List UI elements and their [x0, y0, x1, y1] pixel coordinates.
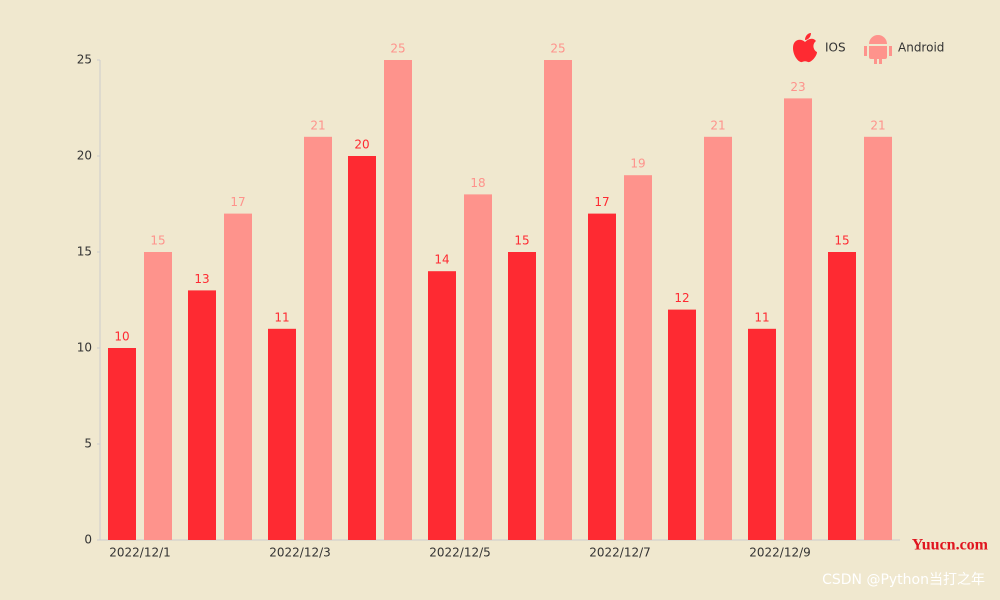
bar: [348, 156, 376, 540]
value-label: 20: [354, 138, 369, 152]
legend-item: IOS: [793, 33, 846, 63]
watermark: Yuucn.com: [912, 537, 989, 554]
value-label: 19: [630, 157, 645, 171]
value-label: 17: [230, 195, 245, 209]
x-tick-label: 2022/12/3: [269, 546, 331, 560]
x-tick-label: 2022/12/9: [749, 546, 811, 560]
bar: [224, 213, 252, 540]
legend-icon: [793, 33, 817, 63]
legend-icon: [864, 35, 892, 64]
y-tick-label: 10: [77, 341, 92, 355]
bar: [748, 328, 776, 540]
value-label: 25: [390, 42, 405, 56]
bar: [704, 136, 732, 541]
value-label: 25: [550, 42, 565, 56]
value-label: 14: [434, 253, 449, 267]
bar: [268, 328, 296, 540]
value-label: 17: [594, 195, 609, 209]
legend-label: Android: [898, 41, 944, 55]
value-label: 15: [150, 234, 165, 248]
legend-label: IOS: [825, 41, 846, 55]
bar: [508, 252, 536, 540]
bar: [544, 60, 572, 540]
y-tick-label: 0: [84, 533, 92, 547]
value-label: 21: [870, 118, 885, 132]
bar: [304, 136, 332, 541]
bar: [144, 252, 172, 540]
x-tick-label: 2022/12/1: [109, 546, 171, 560]
bar: [428, 271, 456, 540]
value-label: 23: [790, 80, 805, 94]
x-tick-label: 2022/12/5: [429, 546, 491, 560]
value-label: 15: [514, 234, 529, 248]
bar: [624, 175, 652, 540]
value-label: 21: [710, 118, 725, 132]
value-label: 10: [114, 330, 129, 344]
value-label: 13: [194, 272, 209, 286]
value-label: 11: [274, 310, 289, 324]
bar: [668, 309, 696, 540]
bar: [784, 98, 812, 541]
y-tick-label: 20: [77, 149, 92, 163]
y-tick-label: 25: [77, 53, 92, 67]
y-tick-label: 5: [84, 437, 92, 451]
bar: [188, 290, 216, 540]
bar: [384, 60, 412, 540]
value-label: 15: [834, 234, 849, 248]
bar: [828, 252, 856, 540]
x-tick-label: 2022/12/7: [589, 546, 651, 560]
watermark: CSDN @Python当打之年: [822, 571, 985, 588]
value-label: 12: [674, 291, 689, 305]
bar: [108, 348, 136, 540]
value-label: 11: [754, 310, 769, 324]
y-tick-label: 15: [77, 245, 92, 259]
value-label: 21: [310, 118, 325, 132]
bar: [464, 194, 492, 540]
legend-item: Android: [864, 35, 944, 64]
value-label: 18: [470, 176, 485, 190]
bar: [588, 213, 616, 540]
bar: [864, 136, 892, 541]
